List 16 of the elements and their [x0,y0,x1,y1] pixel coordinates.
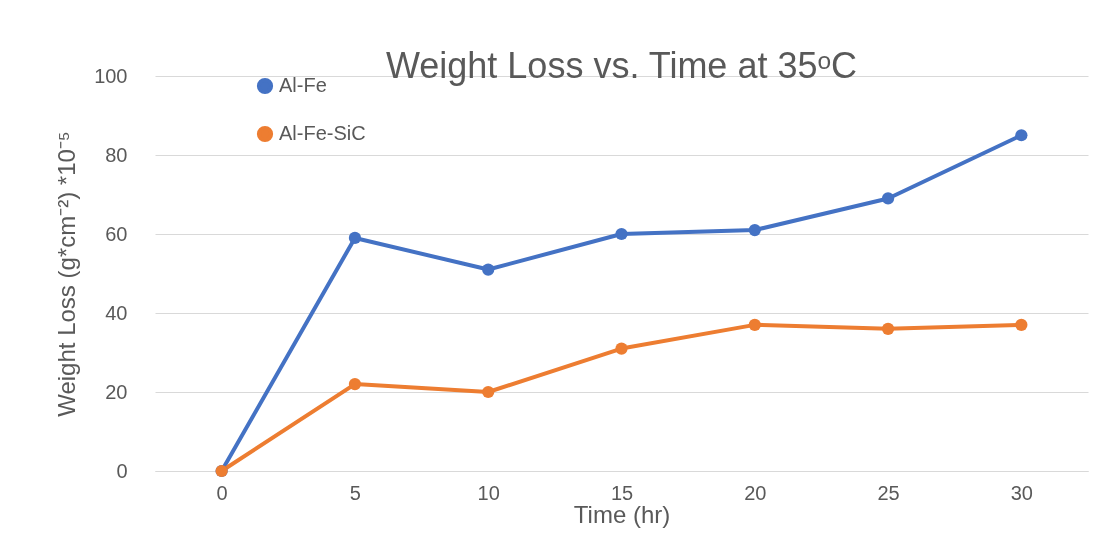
y-tick-label: 80 [105,143,128,166]
x-tick-label: 5 [349,481,361,504]
y-tick-label: 40 [105,301,128,324]
legend-label: Al-Fe-SiC [279,122,366,144]
y-tick-label: 20 [105,380,128,403]
x-tick-label: 30 [1010,481,1033,504]
x-tick-label: 20 [744,481,767,504]
y-axis-title: Weight Loss (g*cm⁻²) *10⁻⁵ [53,131,81,417]
chart-title: Weight Loss vs. Time at 35ᵒC [385,45,858,86]
y-tick-label: 0 [116,459,128,482]
legend-label: Al-Fe [279,74,327,96]
y-tick-label: 60 [105,222,128,245]
x-tick-label: 0 [216,481,228,504]
y-tick-label: 100 [94,64,128,87]
x-tick-label: 10 [477,481,500,504]
x-tick-label: 25 [877,481,900,504]
